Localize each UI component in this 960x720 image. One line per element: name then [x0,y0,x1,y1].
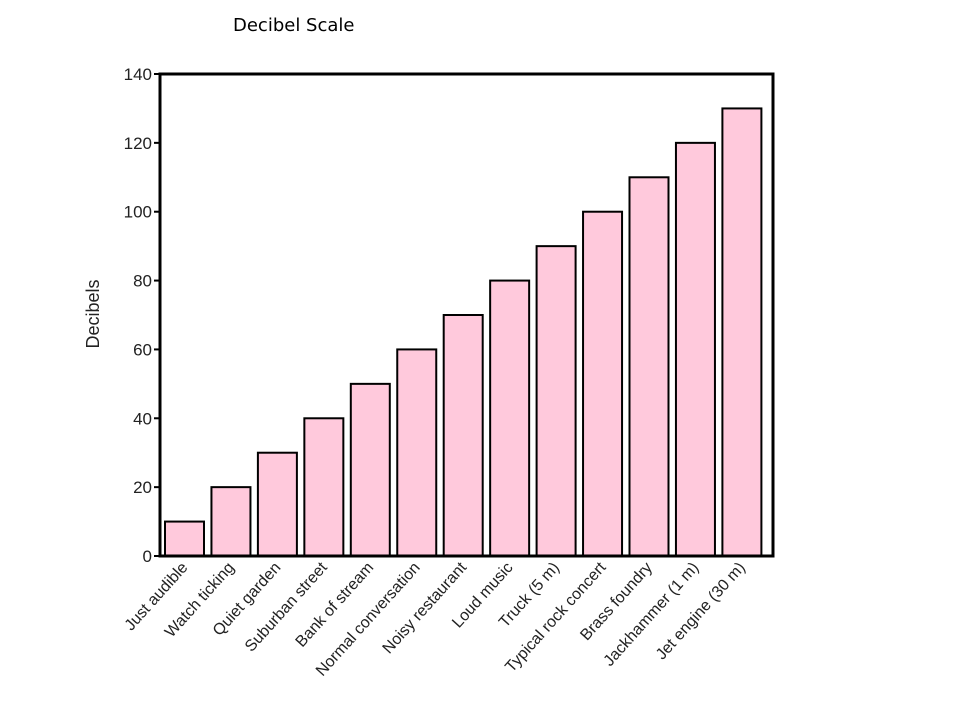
y-tick-label: 60 [133,340,152,359]
bar [674,141,716,557]
y-tick-label: 40 [133,409,152,428]
y-axis-title: Decibels [83,279,103,348]
bar [349,382,391,557]
bar [535,245,577,557]
bar [210,486,252,557]
bar [628,176,670,558]
bar [164,520,205,557]
bar [582,210,624,557]
bar [442,314,484,557]
x-tick-label: Suburban street [242,559,331,655]
bar [303,417,345,557]
y-tick-label: 0 [143,547,152,566]
y-axis-title-group: Decibels [83,279,103,348]
y-tick-label: 100 [124,203,152,222]
x-tick-label: Noisy restaurant [380,559,471,657]
bar [489,279,531,557]
y-tick-label: 80 [133,272,152,291]
y-ticks: 0 20 40 60 80 100 120 140 [124,65,160,566]
y-tick-label: 140 [124,65,152,84]
y-tick-label: 20 [133,478,152,497]
slide-title: Decibel Scale [233,15,355,36]
y-tick-label: 120 [124,134,152,153]
bar [396,348,438,557]
bars [164,107,763,558]
x-tick-label: Jet engine (30 m) [653,559,749,663]
bar [256,451,298,558]
bar [721,107,763,558]
plot-frame [158,72,775,558]
